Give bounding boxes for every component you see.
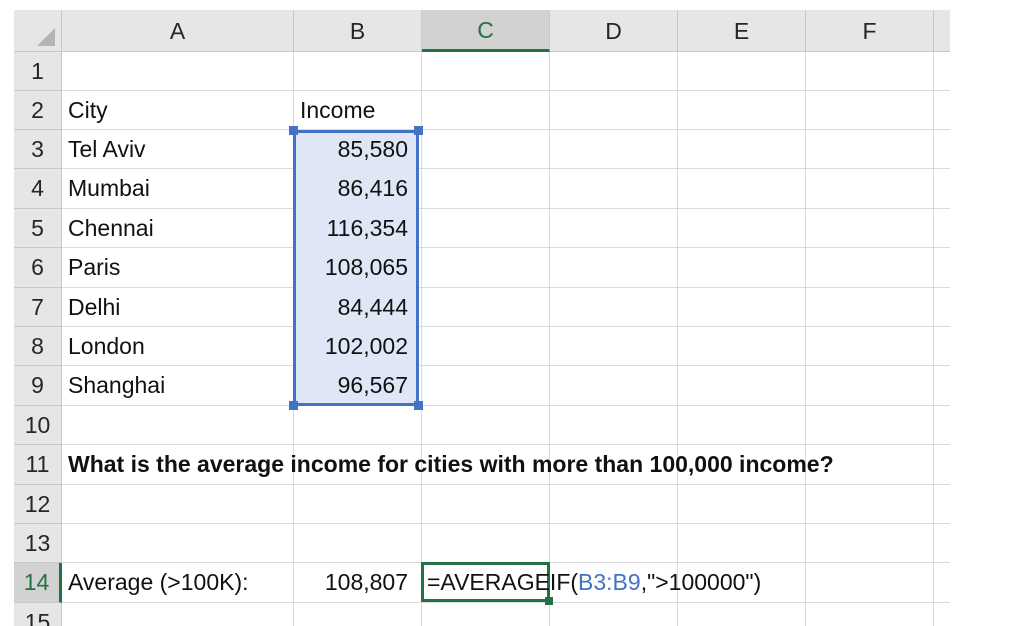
cell-grid[interactable]: City Income Tel Aviv 85,580 Mumbai 86,41… xyxy=(62,52,950,626)
cell-a5[interactable]: Chennai xyxy=(68,215,154,241)
row-header-8[interactable]: 8 xyxy=(14,327,62,366)
cell-a7[interactable]: Delhi xyxy=(68,294,121,320)
cell-a14[interactable]: Average (>100K): xyxy=(68,569,249,595)
column-header-bar: A B C D E F xyxy=(62,10,950,52)
column-header-f[interactable]: F xyxy=(806,10,934,52)
column-header-c[interactable]: C xyxy=(422,10,550,52)
row-header-7[interactable]: 7 xyxy=(14,288,62,327)
select-all-button[interactable] xyxy=(14,10,62,52)
cell-b7[interactable]: 84,444 xyxy=(337,294,408,320)
row-header-3[interactable]: 3 xyxy=(14,130,62,169)
cell-a3[interactable]: Tel Aviv xyxy=(68,136,146,162)
column-header-a[interactable]: A xyxy=(62,10,294,52)
in-cell-formula-editor[interactable]: =AVERAGEIF(B3:B9,">100000") xyxy=(427,562,761,602)
range-handle-top-left[interactable] xyxy=(289,126,298,135)
row-header-12[interactable]: 12 xyxy=(14,485,62,524)
cell-b9[interactable]: 96,567 xyxy=(337,372,408,398)
cell-b2[interactable]: Income xyxy=(300,97,376,123)
column-header-d[interactable]: D xyxy=(550,10,678,52)
cell-a4[interactable]: Mumbai xyxy=(68,175,150,201)
row-header-13[interactable]: 13 xyxy=(14,524,62,563)
select-all-triangle-icon xyxy=(37,28,55,46)
cell-b6[interactable]: 108,065 xyxy=(324,254,408,280)
active-cell-c14[interactable] xyxy=(421,562,550,602)
spreadsheet: A B C D E F 1 2 3 4 5 6 7 8 9 10 11 12 1… xyxy=(14,10,950,626)
cell-b4[interactable]: 86,416 xyxy=(337,175,408,201)
cell-b14[interactable]: 108,807 xyxy=(324,569,408,595)
fill-handle[interactable] xyxy=(545,597,553,605)
range-handle-bottom-left[interactable] xyxy=(289,401,298,410)
cell-b8[interactable]: 102,002 xyxy=(324,333,408,359)
row-header-15[interactable]: 15 xyxy=(14,603,62,626)
row-header-11[interactable]: 11 xyxy=(14,445,62,485)
cell-a9[interactable]: Shanghai xyxy=(68,372,166,398)
row-header-14[interactable]: 14 xyxy=(14,563,62,603)
formula-function: =AVERAGEIF( xyxy=(427,569,579,595)
formula-reference-range xyxy=(293,130,419,406)
row-header-5[interactable]: 5 xyxy=(14,209,62,248)
cell-b3[interactable]: 85,580 xyxy=(337,136,408,162)
cell-a2[interactable]: City xyxy=(68,97,108,123)
column-header-e[interactable]: E xyxy=(678,10,806,52)
row-header-10[interactable]: 10 xyxy=(14,406,62,445)
column-header-b[interactable]: B xyxy=(294,10,422,52)
row-header-2[interactable]: 2 xyxy=(14,91,62,130)
formula-range-ref: B3:B9 xyxy=(578,569,641,595)
row-header-6[interactable]: 6 xyxy=(14,248,62,288)
row-header-bar: 1 2 3 4 5 6 7 8 9 10 11 12 13 14 15 xyxy=(14,52,62,626)
cell-a6[interactable]: Paris xyxy=(68,254,121,280)
cell-a11-question[interactable]: What is the average income for cities wi… xyxy=(68,451,834,477)
range-handle-top-right[interactable] xyxy=(414,126,423,135)
row-header-1[interactable]: 1 xyxy=(14,52,62,91)
row-header-4[interactable]: 4 xyxy=(14,169,62,209)
row-header-9[interactable]: 9 xyxy=(14,366,62,406)
range-handle-bottom-right[interactable] xyxy=(414,401,423,410)
formula-criteria: ,">100000") xyxy=(640,569,762,595)
cell-b5[interactable]: 116,354 xyxy=(326,215,408,241)
cell-a8[interactable]: London xyxy=(68,333,145,359)
column-header-g-partial[interactable] xyxy=(934,10,950,52)
